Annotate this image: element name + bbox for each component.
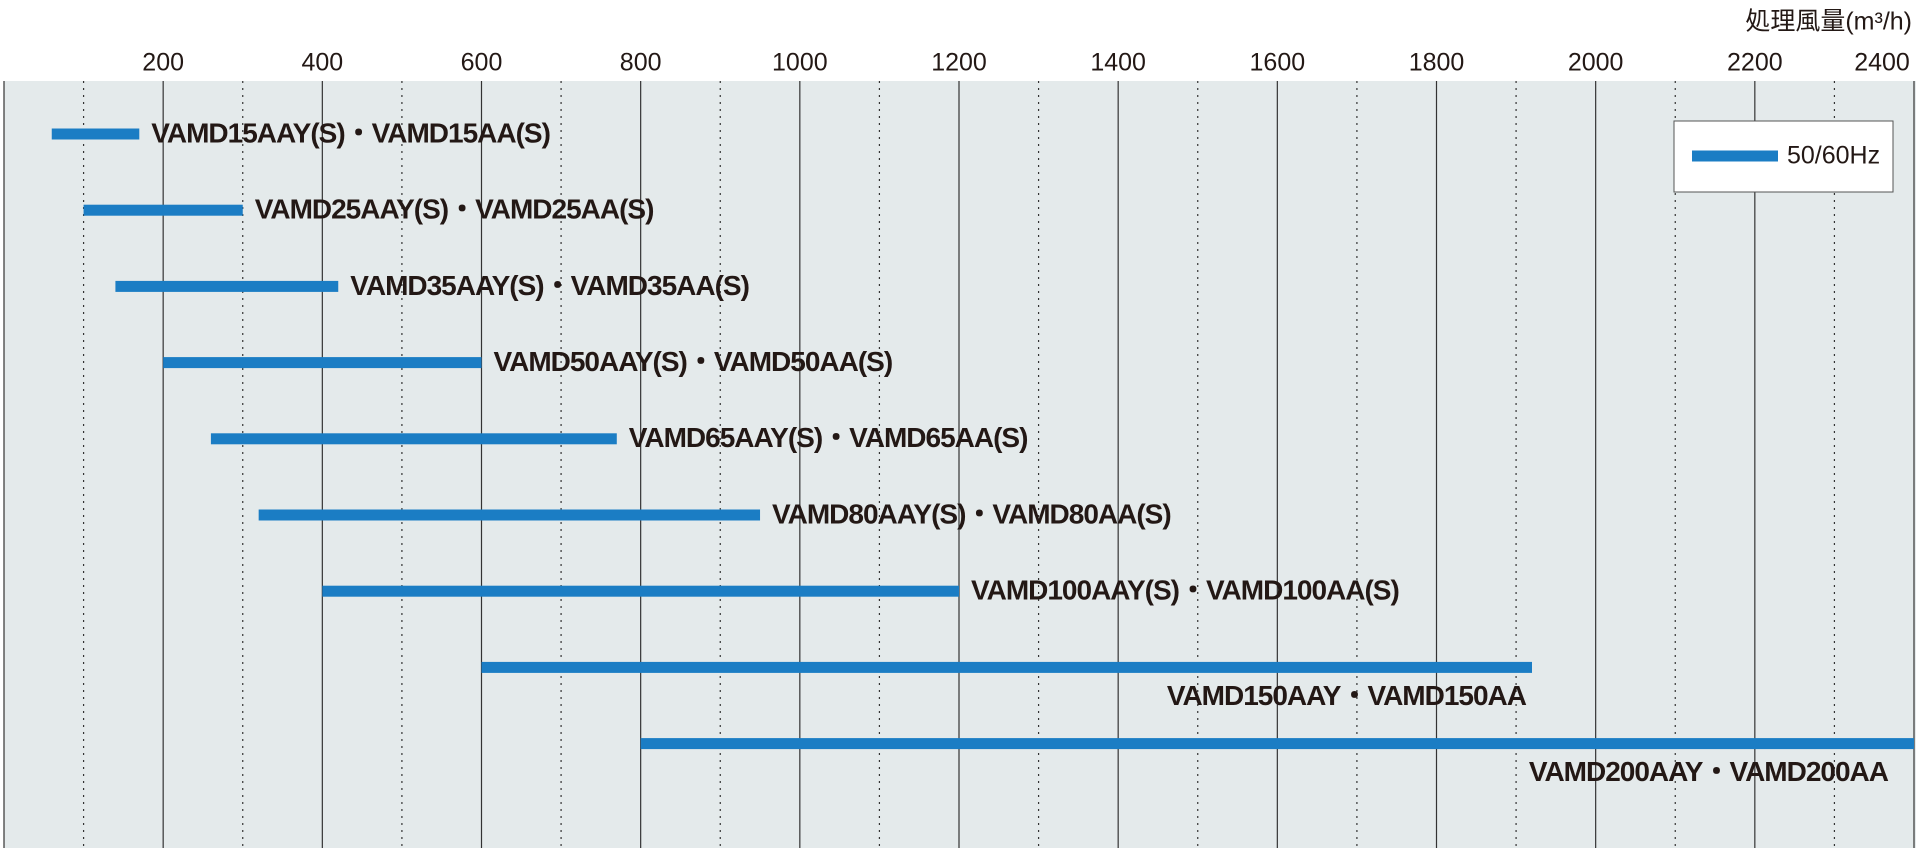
- bar-label: VAMD100AAY(S)・VAMD100AA(S): [971, 575, 1399, 606]
- range-bar: [163, 357, 482, 369]
- bar-label: VAMD15AAY(S)・VAMD15AA(S): [151, 117, 550, 148]
- x-tick-label: 1800: [1409, 49, 1465, 77]
- x-tick-label: 1200: [931, 49, 987, 77]
- bar-label: VAMD65AAY(S)・VAMD65AA(S): [629, 422, 1028, 453]
- range-bar: [640, 738, 1914, 750]
- bar-label: VAMD200AAY・VAMD200AA: [1529, 756, 1889, 787]
- range-bar: [115, 280, 339, 292]
- bar-label: VAMD80AAY(S)・VAMD80AA(S): [772, 498, 1171, 529]
- range-bar: [83, 204, 243, 216]
- legend-label: 50/60Hz: [1787, 142, 1880, 170]
- range-bar: [258, 509, 761, 521]
- x-tick-label: 2400: [1854, 49, 1910, 77]
- x-tick-label: 600: [461, 49, 503, 77]
- x-tick-label: 400: [301, 49, 343, 77]
- x-tick-label: 1000: [772, 49, 828, 77]
- range-bar: [51, 128, 140, 140]
- bar-label: VAMD150AAY・VAMD150AA: [1167, 680, 1527, 711]
- x-tick-label: 1400: [1090, 49, 1146, 77]
- x-tick-label: 800: [620, 49, 662, 77]
- range-bar: [322, 585, 959, 597]
- range-bar: [210, 433, 617, 445]
- bar-label: VAMD50AAY(S)・VAMD50AA(S): [494, 346, 893, 377]
- x-axis-label: 処理風量(m³/h): [1745, 8, 1912, 36]
- x-tick-label: 2000: [1568, 49, 1624, 77]
- x-tick-label: 1600: [1250, 49, 1306, 77]
- x-tick-label: 2200: [1727, 49, 1783, 77]
- bar-label: VAMD35AAY(S)・VAMD35AA(S): [350, 270, 749, 301]
- bar-label: VAMD25AAY(S)・VAMD25AA(S): [255, 194, 654, 225]
- x-tick-label: 200: [142, 49, 184, 77]
- range-bar: [481, 661, 1532, 673]
